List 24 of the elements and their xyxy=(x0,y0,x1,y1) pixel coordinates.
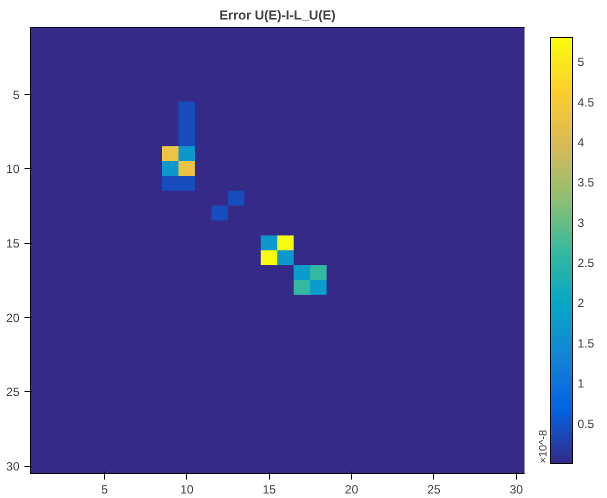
color-bar-label: 2 xyxy=(578,296,584,310)
x-tick-label: 20 xyxy=(344,482,359,496)
y-tick-label: 20 xyxy=(6,310,20,325)
y-tick-label: 5 xyxy=(12,88,20,102)
color-bar-label: 4 xyxy=(578,135,584,150)
color-bar-label: 5 xyxy=(578,55,584,70)
color-bar-label: 1.5 xyxy=(578,336,595,350)
color-bar-label: 1 xyxy=(578,376,584,391)
y-tick-label: 10 xyxy=(6,162,20,176)
color-bar-label: 4.5 xyxy=(578,95,595,110)
y-tick-label: 30 xyxy=(6,460,20,474)
color-bar-label: 3 xyxy=(578,216,584,230)
x-tick-label: 15 xyxy=(262,482,276,496)
color-bar-label: 3.5 xyxy=(578,176,595,190)
x-tick-label: 30 xyxy=(510,482,524,496)
y-tick-label: 25 xyxy=(6,385,20,400)
color-bar-label: 0.5 xyxy=(578,416,595,431)
chart-title: Error U(E)-I-L_U(E) xyxy=(219,8,336,22)
color-bar-title: ×10^-8 xyxy=(538,430,550,464)
x-tick-label: 5 xyxy=(101,482,108,496)
x-tick-label: 10 xyxy=(180,482,194,496)
y-tick-label: 15 xyxy=(6,236,20,251)
color-bar-label: 2.5 xyxy=(578,256,595,270)
x-tick-label: 25 xyxy=(427,482,441,496)
